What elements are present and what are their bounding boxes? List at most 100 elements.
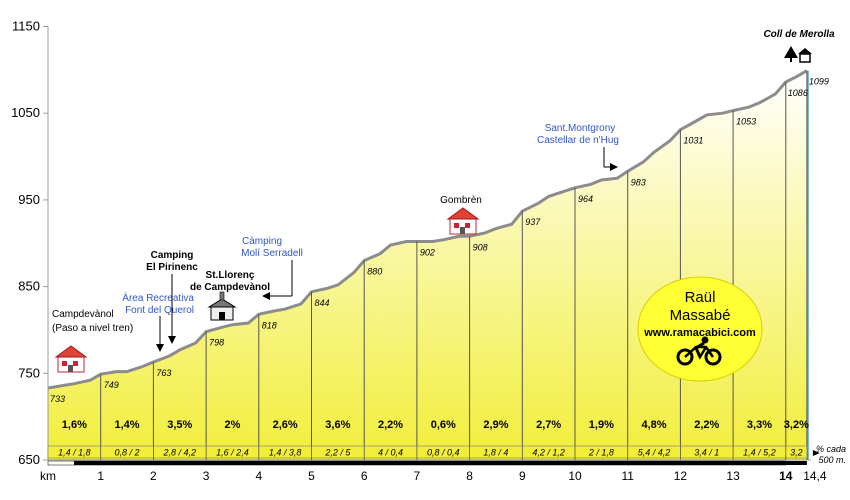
km-bar-segment [469,460,497,466]
segment-gradient-label: 3,4 / 1 [694,448,719,458]
km-bar-segment [416,460,444,466]
elevation-label: 1031 [683,136,703,146]
church-tower [219,291,225,301]
km-gradient-label: 2,9% [483,419,508,431]
km-bar-segment [363,460,391,466]
x-tick-label: 3 [203,469,210,483]
km-gradient-label: 2,2% [694,419,719,431]
segment-gradient-label: 1,6 / 2,4 [216,448,249,458]
km-bar-segment [100,460,128,466]
cyclist-icon [676,336,722,366]
segment-gradient-label: 2,8 / 4,2 [162,448,196,458]
km-gradient-label: 1,4% [115,419,140,431]
church-icon [207,291,237,321]
x-unit-label: km [40,469,56,483]
x-tick-label: 14 [779,469,793,483]
km-bar-segment [311,460,339,466]
badge-name-last: Massabé [670,307,731,324]
elevation-label: 908 [473,242,488,252]
pass-tree-icon [784,46,812,63]
km-bar-segment [390,460,418,466]
hut-body [799,53,811,63]
arrow-head [156,344,164,352]
elevation-label: 749 [104,380,119,390]
rider-head [701,336,709,344]
house-window [454,223,459,228]
annotation-campdevanol-sub: (Paso a nivel tren) [52,323,133,334]
house-window [465,223,470,228]
profile-area [48,70,807,460]
elevation-label: 818 [262,320,277,330]
elevation-label: 1053 [736,117,756,127]
km-bar-segment [680,460,708,466]
arrow-head [610,163,618,171]
km-bar-segment [232,460,260,466]
km-bar-segment [126,460,154,466]
x-tick-label: 10 [568,469,582,483]
house-window [73,361,78,366]
x-tick-label: 8 [466,469,473,483]
km-gradient-label: 1,6% [62,419,87,431]
km-gradient-label: 4,8% [642,419,667,431]
km-bar-segment [601,460,628,466]
tree-trunk [790,58,792,62]
house-door [68,365,73,372]
km-bar-segment [627,460,655,466]
km-bar-segment [179,460,207,466]
x-tick-label: 5 [308,469,315,483]
segment-gradient-label: 1,4 / 3,8 [269,448,302,458]
elevation-label: 937 [525,217,541,227]
hut-roof [798,48,812,54]
km-gradient-label: 2% [224,419,240,431]
km-bar-segment [653,460,681,466]
badge-name-first: Raül [685,289,716,306]
bike-wheel [704,348,722,366]
annotation-area-recreativa-sub: Font del Querol [125,305,194,316]
segment-gradient-label: 1,4 / 1,8 [58,448,91,458]
segment-gradient-label: 2,2 / 5 [324,448,351,458]
km-gradient-label: 3,3% [747,419,772,431]
x-tick-label: 6 [361,469,368,483]
annotation-st-llorenc-sub: de Campdevànol [190,282,270,293]
km-gradient-label: 2,7% [536,419,561,431]
segment-gradient-label: 2 / 1,8 [588,448,614,458]
km-bar-segment [74,460,101,466]
profile-line [47,69,808,390]
km-gradient-label: 3,6% [325,419,350,431]
segment-gradient-label: 4,2 / 1,2 [532,448,565,458]
x-tick-label: 13 [726,469,740,483]
segment-gradient-label: 1,4 / 5,2 [743,448,776,458]
author-badge [637,276,763,382]
segment-gradient-label: 5,4 / 4,2 [638,448,671,458]
km-gradient-label: 3,2% [784,419,809,431]
annotation-campdevanol: Campdevànol [52,309,114,320]
km-bar-segment [443,460,470,466]
km-bar-segment [759,460,787,466]
elevation-label: 1086 [788,88,808,98]
segment-gradient-label: 1,8 / 4 [483,448,508,458]
x-tick-label: 12 [674,469,688,483]
y-tick-label: 650 [18,452,40,467]
village-icon-gombren [446,207,480,235]
y-tick-label: 750 [18,365,40,380]
badge-website: www.ramacabici.com [643,327,756,339]
segment-band [47,445,808,459]
annotation-camping-moli-sub: Molí Serradell [241,248,303,259]
km-bar-segment [522,460,549,466]
km-gradient-label: 1,9% [589,419,614,431]
annotation-st-llorenc: St.Llorenç [206,270,255,281]
house-window [62,361,67,366]
km-bar-segment [785,461,807,465]
x-tick-label: 2 [150,469,157,483]
km-bar-segment [574,460,602,466]
segment-note: 500 m. [818,455,846,465]
y-tick-label: 1050 [11,105,40,120]
house-roof [446,207,480,220]
x-tick-label: 1 [97,469,104,483]
segment-note: % cada [816,444,846,454]
rider-body [694,341,705,358]
annotation-camping-moli: Càmping [242,236,282,247]
y-tick-label: 950 [18,192,40,207]
elevation-label: 964 [578,194,593,204]
elevation-label: 1099 [809,77,829,87]
